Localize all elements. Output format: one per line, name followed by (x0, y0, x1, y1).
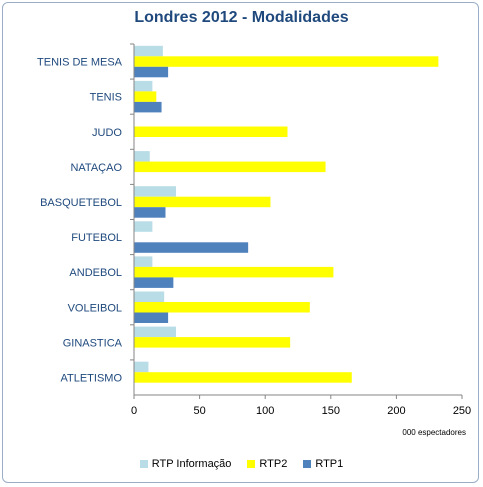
bar-tenis-0 (134, 80, 153, 92)
category-label: FUTEBOL (71, 232, 122, 244)
x-tick-label: 250 (453, 405, 471, 417)
legend-item: RTP2 (247, 458, 287, 470)
bar-andebol-1 (134, 266, 334, 278)
legend-item: RTP Informação (139, 458, 232, 470)
bar-basquetebol-0 (134, 186, 176, 197)
bar-ginastica-0 (134, 326, 176, 338)
legend-label: RTP2 (259, 458, 288, 470)
category-label: ANDEBOL (69, 267, 122, 279)
bar-judo-1 (134, 126, 288, 137)
x-tick-label: 50 (193, 405, 205, 417)
x-tick-label: 0 (131, 405, 137, 417)
x-tick-label: 200 (387, 405, 405, 417)
bar-tenis-2 (134, 101, 162, 113)
category-label: TENIS DE MESA (37, 57, 123, 69)
category-label: JUDO (92, 127, 122, 139)
legend-item: RTP1 (303, 458, 343, 470)
legend-label: RTP Informação (151, 458, 232, 470)
bar-voleibol-0 (134, 291, 165, 302)
bar-tenis-de-mesa-0 (134, 45, 163, 57)
bar-tenis-de-mesa-2 (134, 66, 169, 78)
legend-swatch (139, 460, 148, 468)
category-label: ATLETISMO (60, 372, 122, 384)
x-tick-label: 100 (256, 405, 274, 417)
bar-ginastica-1 (134, 337, 291, 348)
chart-title: Londres 2012 - Modalidades (134, 9, 349, 26)
bar-tenis-de-mesa-1 (134, 56, 439, 67)
x-axis-label: 000 espectadores (402, 428, 466, 437)
category-label: TENIS (90, 92, 122, 104)
bar-futebol-2 (134, 242, 249, 253)
legend-swatch (303, 460, 312, 468)
x-tick-label: 150 (322, 405, 340, 417)
bar-basquetebol-1 (134, 196, 271, 208)
legend: RTP Informação RTP2 RTP1 (0, 458, 483, 470)
bar-nata-ao-1 (134, 161, 326, 173)
bar-atletismo-0 (134, 361, 149, 373)
bar-voleibol-2 (134, 312, 169, 323)
legend-label: RTP1 (315, 458, 344, 470)
bar-andebol-2 (134, 277, 174, 288)
category-label: VOLEIBOL (68, 302, 122, 314)
category-label: NATAÇAO (70, 162, 122, 174)
bar-nata-ao-0 (134, 151, 150, 162)
bar-futebol-0 (134, 221, 153, 232)
legend-swatch (247, 460, 256, 468)
bar-andebol-0 (134, 256, 153, 267)
bar-atletismo-1 (134, 372, 352, 383)
category-label: GINASTICA (63, 337, 123, 349)
bar-tenis-1 (134, 91, 157, 102)
bar-voleibol-1 (134, 302, 310, 313)
category-label: BASQUETEBOL (40, 197, 122, 209)
bar-basquetebol-2 (134, 207, 166, 218)
